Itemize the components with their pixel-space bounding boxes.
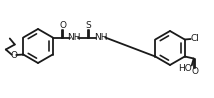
Text: O: O (59, 21, 66, 30)
Text: O: O (191, 67, 198, 75)
Text: HO: HO (178, 64, 192, 73)
Text: O: O (10, 51, 17, 60)
Text: NH: NH (94, 33, 107, 42)
Text: S: S (86, 20, 92, 29)
Text: NH: NH (67, 33, 80, 42)
Text: Cl: Cl (190, 34, 199, 43)
